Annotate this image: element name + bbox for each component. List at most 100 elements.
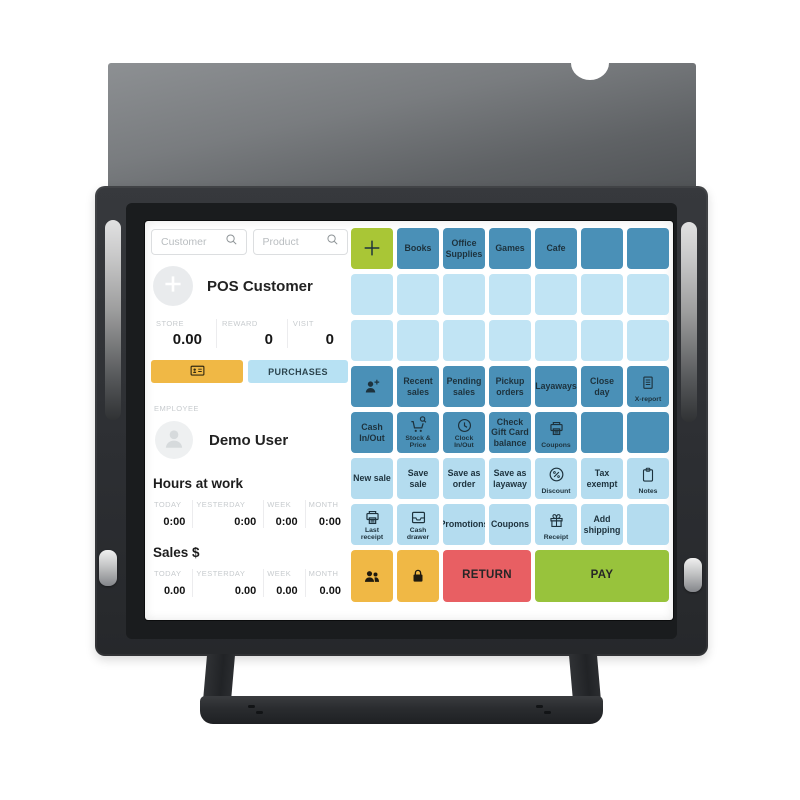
- tile-blank: [351, 320, 393, 361]
- stat-value: 0.00: [172, 331, 202, 348]
- period-label: TODAY: [154, 569, 182, 578]
- tile-discount[interactable]: Discount: [535, 458, 577, 499]
- stand-leg-left: [202, 654, 236, 702]
- tile-pending-sales[interactable]: Pending sales: [443, 366, 485, 407]
- tile-blank: [627, 504, 669, 545]
- tile-lock[interactable]: [397, 550, 439, 602]
- hours-today: TODAY 0:00: [151, 500, 192, 528]
- tile-grid-row-3: [351, 320, 669, 361]
- hours-month: MONTH 0:00: [304, 500, 348, 528]
- tile-plus[interactable]: [351, 228, 393, 269]
- customer-buttons-row: PURCHASES: [151, 360, 348, 383]
- customer-stat-store: STORE 0.00: [151, 319, 216, 348]
- tile-clock-in-out[interactable]: Clock In/Out: [443, 412, 485, 453]
- tile-promotions[interactable]: Promotions: [443, 504, 485, 545]
- tile-coupons[interactable]: Coupons: [489, 504, 531, 545]
- tile-grid-row-1: Books Office Supplies Games Cafe: [351, 228, 669, 269]
- tile-blank: [627, 274, 669, 315]
- period-label: MONTH: [308, 500, 339, 509]
- period-label: WEEK: [267, 500, 292, 509]
- tile-coupons[interactable]: Coupons: [535, 412, 577, 453]
- customer-card-button[interactable]: [151, 360, 243, 383]
- sales-today: TODAY 0.00: [151, 569, 192, 597]
- tile-pay[interactable]: PAY: [535, 550, 669, 602]
- tile-person-add[interactable]: [351, 366, 393, 407]
- purchases-button[interactable]: PURCHASES: [248, 360, 348, 383]
- tile-blank: [535, 320, 577, 361]
- period-label: YESTERDAY: [196, 500, 246, 509]
- tile-label: Cash drawer: [406, 527, 430, 542]
- tile-label: Stock & Price: [405, 435, 431, 450]
- tile-label: RETURN: [462, 569, 512, 582]
- search-icon: [224, 232, 239, 252]
- stat-label: VISIT: [292, 319, 314, 328]
- tile-blank: [581, 228, 623, 269]
- tile-books[interactable]: Books: [397, 228, 439, 269]
- employee-name: Demo User: [209, 431, 289, 449]
- tile-tax-exempt[interactable]: Tax exempt: [581, 458, 623, 499]
- tile-grid-row-8: RETURN PAY: [351, 550, 669, 602]
- tile-save-sale[interactable]: Save sale: [397, 458, 439, 499]
- product-search-input[interactable]: [260, 235, 325, 249]
- sales-month: MONTH 0.00: [304, 569, 348, 597]
- clock-icon: [455, 414, 474, 436]
- tile-blank: [397, 320, 439, 361]
- tile-grid-row-7: Last receipt Cash drawer Promotions Coupons…: [351, 504, 669, 545]
- stat-label: REWARD: [222, 319, 258, 328]
- employee-avatar: [155, 421, 193, 459]
- tile-layaways[interactable]: Layaways: [535, 366, 577, 407]
- tile-add-shipping[interactable]: Add shipping: [581, 504, 623, 545]
- tile-cash-in-out[interactable]: Cash In/Out: [351, 412, 393, 453]
- tile-return[interactable]: RETURN: [443, 550, 531, 602]
- tile-office-supplies[interactable]: Office Supplies: [443, 228, 485, 269]
- tile-check-gift-card-balance[interactable]: Check Gift Card balance: [489, 412, 531, 453]
- filter-reflection-right: [681, 222, 697, 422]
- tile-notes[interactable]: Notes: [627, 458, 669, 499]
- sales-yesterday: YESTERDAY 0.00: [192, 569, 263, 597]
- tile-new-sale[interactable]: New sale: [351, 458, 393, 499]
- customer-search-input[interactable]: [159, 235, 224, 249]
- tile-blank: [443, 274, 485, 315]
- person-icon: [161, 425, 187, 456]
- tile-label: PAY: [590, 569, 614, 582]
- tile-label: Games: [495, 243, 525, 254]
- people-icon: [362, 552, 382, 599]
- customer-stats: STORE 0.00 REWARD 0 VISIT 0: [151, 319, 348, 348]
- customer-stat-reward: REWARD 0: [216, 319, 287, 348]
- tile-label: Office Supplies: [445, 238, 483, 259]
- printer-icon: [547, 414, 566, 443]
- person-add-icon: [363, 368, 382, 404]
- tile-receipt[interactable]: Receipt: [535, 504, 577, 545]
- hours-columns: TODAY 0:00 YESTERDAY 0:00 WEEK 0:00 MONTH 0:00: [151, 500, 348, 528]
- hours-week: WEEK 0:00: [263, 500, 304, 528]
- filter-reflection-left: [105, 220, 121, 420]
- filter-clip-right: [684, 558, 702, 592]
- tile-close-day[interactable]: Close day: [581, 366, 623, 407]
- tile-blank: [443, 320, 485, 361]
- period-value: 0:00: [234, 516, 257, 528]
- period-value: 0:00: [275, 516, 298, 528]
- tile-blank: [581, 320, 623, 361]
- tile-pickup-orders[interactable]: Pickup orders: [489, 366, 531, 407]
- tile-stock-price[interactable]: Stock & Price: [397, 412, 439, 453]
- tile-recent-sales[interactable]: Recent sales: [397, 366, 439, 407]
- stand-leg-right: [568, 654, 602, 702]
- tile-cash-drawer[interactable]: Cash drawer: [397, 504, 439, 545]
- tile-grid-row-2: [351, 274, 669, 315]
- product-search-box: [252, 229, 348, 255]
- period-label: TODAY: [154, 500, 182, 509]
- tile-label: Notes: [638, 488, 658, 496]
- customer-stat-visit: VISIT 0: [286, 319, 348, 348]
- tile-save-as-layaway[interactable]: Save as layaway: [489, 458, 531, 499]
- tile-games[interactable]: Games: [489, 228, 531, 269]
- tile-people[interactable]: [351, 550, 393, 602]
- tile-label: Cafe: [546, 243, 566, 254]
- search-row: [151, 229, 348, 255]
- tile-label: Receipt: [543, 534, 569, 542]
- privacy-filter-panel: [108, 63, 696, 203]
- tile-x-report[interactable]: X-report: [627, 366, 669, 407]
- tile-last-receipt[interactable]: Last receipt: [351, 504, 393, 545]
- tile-save-as-order[interactable]: Save as order: [443, 458, 485, 499]
- tile-cafe[interactable]: Cafe: [535, 228, 577, 269]
- filter-notch: [571, 46, 609, 80]
